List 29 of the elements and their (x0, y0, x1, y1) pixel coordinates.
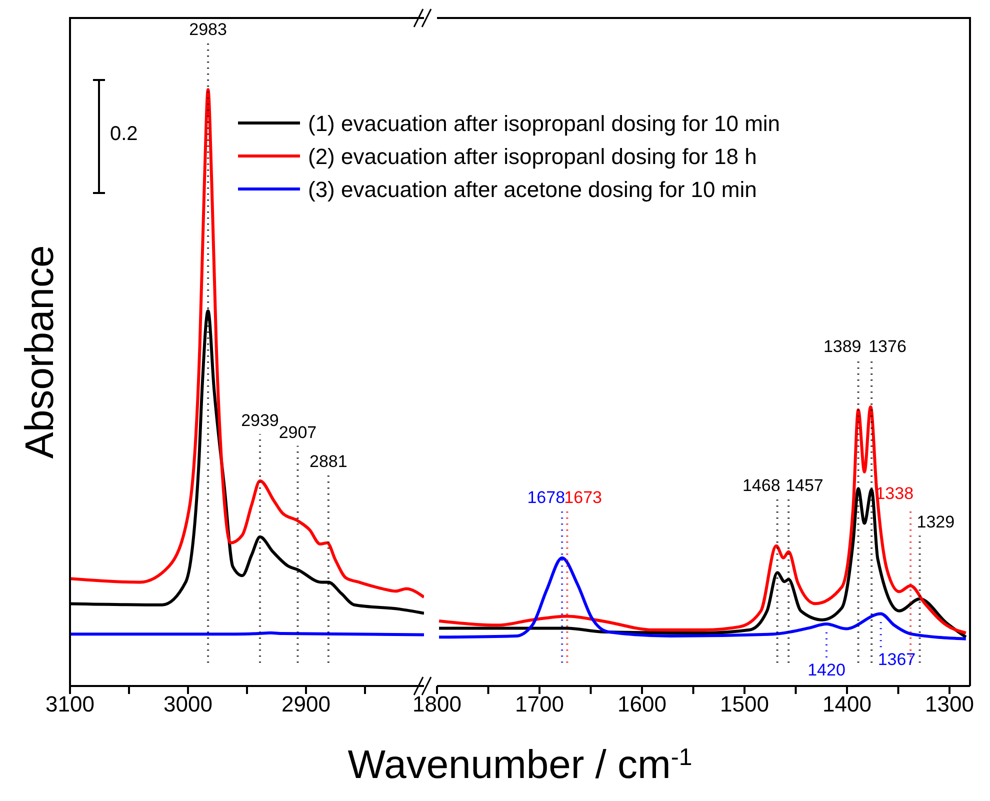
ref-line-label: 1468 (742, 476, 780, 496)
legend-label: (2) evacuation after isopropanl dosing for 18 h (308, 144, 757, 168)
x-tick-label: 2900 (282, 692, 330, 717)
x-tick-label: 1400 (822, 692, 872, 717)
ref-line-label: 2881 (310, 452, 348, 471)
ref-line-label: 1457 (786, 476, 824, 496)
x-tick-label: 1800 (412, 692, 462, 717)
legend-label: (1) evacuation after isopropanl dosing for 10 min (308, 110, 780, 136)
ref-line-label: 1673 (564, 488, 602, 508)
ref-line-label: 1678 (527, 488, 566, 508)
x-tick-label: 1600 (618, 692, 666, 717)
x-tick-label: 3000 (164, 692, 212, 717)
ref-line-label: 1367 (878, 650, 916, 670)
ref-line-label: 1389 (823, 337, 862, 356)
x-axis-title: Wavenumber / cm$^{-1}$ (348, 743, 692, 787)
ref-line-label: 1420 (808, 660, 846, 680)
ref-line-label: 1376 (868, 337, 906, 356)
ref-line-label: 2939 (241, 411, 279, 430)
x-tick-label: 1500 (720, 692, 769, 717)
ref-line-label: 1329 (916, 512, 955, 532)
ref-line-label: 2907 (278, 422, 317, 442)
x-tick-label: 3100 (46, 692, 94, 717)
ref-line-label: 2983 (189, 20, 227, 39)
y-axis-title: Absorbance (18, 245, 62, 459)
legend-label: (3) evacuation after acetone dosing for 10 min (308, 176, 757, 202)
x-tick-label: 1700 (515, 692, 564, 717)
annotation: 0.2 (110, 123, 138, 145)
x-tick-label: 1300 (925, 692, 974, 717)
ref-line-label: 1338 (876, 484, 914, 504)
